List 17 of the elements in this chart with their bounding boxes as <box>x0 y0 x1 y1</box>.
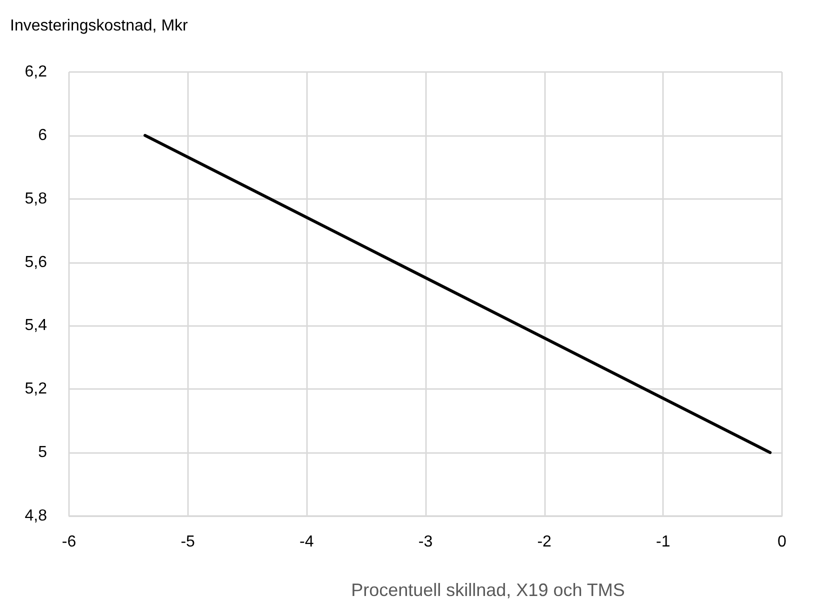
x-tick-label: 0 <box>778 534 787 550</box>
y-tick-label: 5,4 <box>24 317 48 334</box>
y-axis-title: Investeringskostnad, Mkr <box>10 18 189 34</box>
x-tick-label: -5 <box>180 534 196 550</box>
y-tick-label: 6,2 <box>24 64 48 80</box>
y-tick-label: 5 <box>38 444 48 462</box>
y-tick-label: 5,8 <box>24 190 48 208</box>
x-tick-label: -3 <box>418 534 433 550</box>
y-tick-label: 6 <box>38 126 48 144</box>
x-tick-label: -1 <box>656 534 670 550</box>
x-axis-title: Procentuell skillnad, X19 och TMS <box>351 580 625 600</box>
x-tick-label: -4 <box>300 534 314 550</box>
x-tick-label: -2 <box>537 534 552 550</box>
y-tick-label: 5,6 <box>24 254 48 271</box>
y-tick-label: 5,2 <box>24 380 48 398</box>
x-tick-label: -6 <box>62 534 76 550</box>
y-tick-label: 4,8 <box>24 508 48 524</box>
